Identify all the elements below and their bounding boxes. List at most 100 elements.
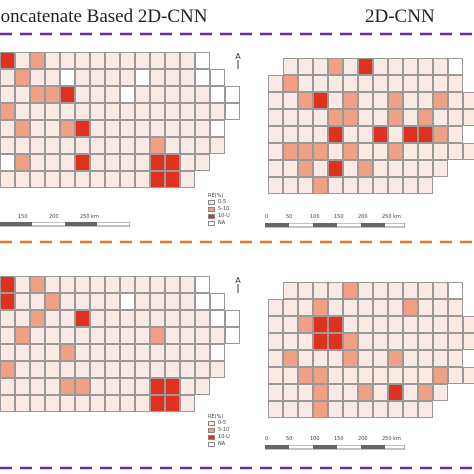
county-cell bbox=[225, 378, 240, 395]
county-cell bbox=[225, 103, 240, 120]
county-cell bbox=[418, 299, 433, 316]
county-cell bbox=[90, 154, 105, 171]
legend-item: 10-U bbox=[208, 434, 230, 440]
map-panel-bottom-left bbox=[0, 272, 255, 442]
county-cell bbox=[60, 52, 75, 69]
county-cell bbox=[135, 103, 150, 120]
county-cell bbox=[210, 154, 225, 171]
county-cell bbox=[463, 126, 474, 143]
legend-item: 10-U bbox=[208, 213, 230, 219]
county-cell bbox=[298, 58, 313, 75]
county-cell bbox=[150, 103, 165, 120]
divider-middle bbox=[0, 240, 474, 244]
county-cell bbox=[195, 86, 210, 103]
county-cell bbox=[15, 86, 30, 103]
county-cell bbox=[268, 143, 283, 160]
legend-swatch bbox=[208, 441, 215, 447]
county-cell bbox=[403, 333, 418, 350]
scale-bar bbox=[265, 445, 405, 450]
scale-label: 0 bbox=[265, 436, 269, 442]
county-cell bbox=[313, 367, 328, 384]
county-cell bbox=[210, 293, 225, 310]
county-cell bbox=[105, 276, 120, 293]
north-arrow-icon: A bbox=[235, 52, 241, 69]
county-cell bbox=[30, 395, 45, 412]
county-cell bbox=[150, 69, 165, 86]
county-cell bbox=[328, 367, 343, 384]
county-cell bbox=[448, 92, 463, 109]
county-cell bbox=[45, 52, 60, 69]
county-cell bbox=[180, 310, 195, 327]
county-cell bbox=[60, 103, 75, 120]
county-cell bbox=[180, 103, 195, 120]
legend-label: 10-U bbox=[218, 213, 230, 219]
county-cell bbox=[135, 137, 150, 154]
county-cell bbox=[195, 120, 210, 137]
county-cell bbox=[45, 361, 60, 378]
county-cell bbox=[463, 143, 474, 160]
county-cell bbox=[120, 86, 135, 103]
county-cell bbox=[433, 177, 448, 194]
county-cell bbox=[165, 52, 180, 69]
county-cell bbox=[388, 316, 403, 333]
legend-item: NA bbox=[208, 220, 230, 226]
county-cell bbox=[45, 171, 60, 188]
county-cell bbox=[60, 86, 75, 103]
county-cell bbox=[15, 137, 30, 154]
county-cell bbox=[210, 361, 225, 378]
county-cell bbox=[388, 282, 403, 299]
county-cell bbox=[403, 350, 418, 367]
county-cell bbox=[448, 299, 463, 316]
county-cell bbox=[15, 310, 30, 327]
county-cell bbox=[328, 75, 343, 92]
county-cell bbox=[60, 293, 75, 310]
county-cell bbox=[225, 69, 240, 86]
county-cell bbox=[210, 137, 225, 154]
legend-item: 5-10 bbox=[208, 206, 230, 212]
scale-label: 250 km bbox=[80, 214, 99, 220]
county-cell bbox=[165, 86, 180, 103]
county-cell bbox=[433, 75, 448, 92]
county-cell bbox=[403, 367, 418, 384]
county-cell bbox=[210, 395, 225, 412]
county-cell bbox=[165, 293, 180, 310]
county-cell bbox=[448, 401, 463, 418]
county-cell bbox=[0, 378, 15, 395]
north-arrow-icon: A bbox=[235, 276, 241, 293]
county-cell bbox=[135, 293, 150, 310]
county-cell bbox=[30, 293, 45, 310]
scale-label: 150 bbox=[334, 214, 344, 220]
county-cell bbox=[195, 395, 210, 412]
county-cell bbox=[195, 276, 210, 293]
county-cell bbox=[433, 384, 448, 401]
county-cell bbox=[418, 126, 433, 143]
county-cell bbox=[403, 160, 418, 177]
county-cell bbox=[210, 171, 225, 188]
county-cell bbox=[90, 310, 105, 327]
county-cell bbox=[120, 52, 135, 69]
county-cell bbox=[283, 316, 298, 333]
county-cell bbox=[105, 86, 120, 103]
county-cell bbox=[75, 103, 90, 120]
county-cell bbox=[150, 154, 165, 171]
county-cell bbox=[433, 350, 448, 367]
county-cell bbox=[165, 378, 180, 395]
county-cell bbox=[313, 75, 328, 92]
county-cell bbox=[463, 367, 474, 384]
county-cell bbox=[75, 137, 90, 154]
county-cell bbox=[15, 276, 30, 293]
county-cell bbox=[30, 69, 45, 86]
county-cell bbox=[210, 52, 225, 69]
county-cell bbox=[433, 109, 448, 126]
county-cell bbox=[15, 293, 30, 310]
county-cell bbox=[90, 120, 105, 137]
county-cell bbox=[45, 69, 60, 86]
county-cell bbox=[283, 401, 298, 418]
county-cell bbox=[313, 282, 328, 299]
county-cell bbox=[120, 171, 135, 188]
legend-item: NA bbox=[208, 441, 230, 447]
map-panel-bottom-right bbox=[262, 272, 474, 444]
legend-item: 5-10 bbox=[208, 427, 230, 433]
county-cell bbox=[418, 384, 433, 401]
county-cell bbox=[75, 86, 90, 103]
